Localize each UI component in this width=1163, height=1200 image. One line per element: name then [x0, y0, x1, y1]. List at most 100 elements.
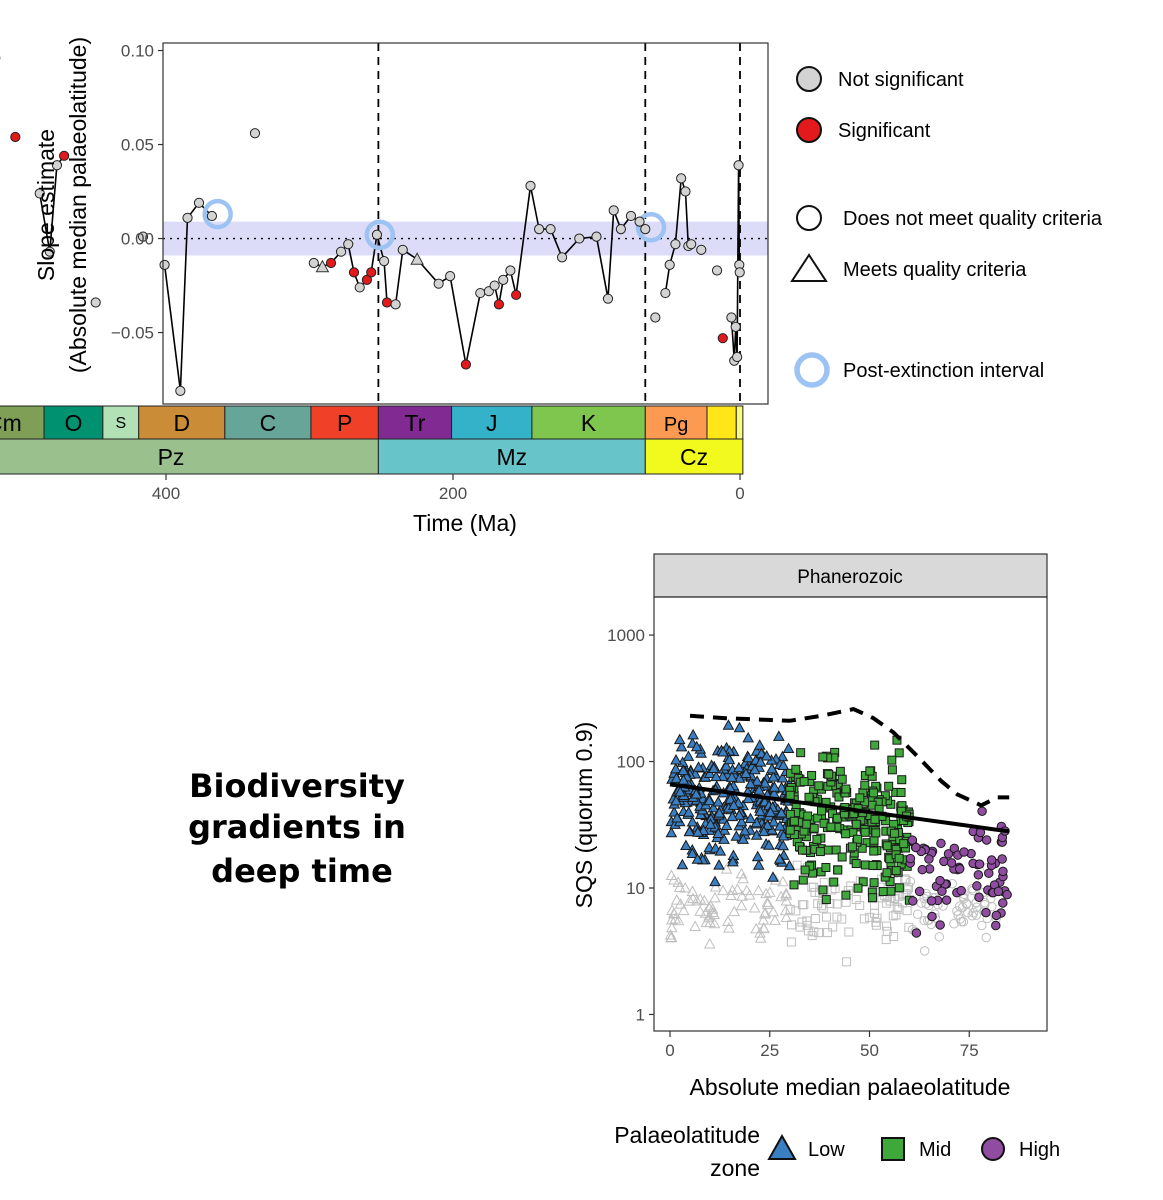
low-zone-point: [720, 819, 733, 831]
data-point: [137, 231, 149, 242]
grey-point: [828, 922, 838, 932]
grey-point: [872, 913, 882, 923]
mid-zone-point: [896, 788, 906, 798]
period-label: P: [337, 410, 352, 436]
x-axis-label: Absolute median palaeolatitude: [690, 1074, 1011, 1100]
low-zone-point: [772, 730, 785, 741]
mid-zone-point: [847, 842, 857, 852]
grey-point: [668, 873, 680, 885]
data-point: [726, 312, 737, 323]
low-zone-point: [670, 754, 682, 765]
data-point: [634, 216, 645, 227]
legend-symbol: [981, 1137, 1005, 1161]
low-zone-point: [727, 855, 739, 867]
grey-point: [728, 905, 741, 917]
grey-point: [683, 895, 696, 906]
low-zone-point: [676, 858, 689, 870]
mid-zone-point: [815, 847, 825, 857]
low-zone-point: [761, 819, 774, 830]
period-bar: Cm O S D C P Tr J K Pg: [0, 405, 744, 440]
mid-zone-point: [851, 859, 861, 869]
data-point: [505, 265, 516, 276]
era-bar: Pz Mz Cz: [0, 438, 744, 475]
low-zone-point: [724, 793, 737, 804]
y-ticks: 1 10 100 1000: [607, 626, 654, 1024]
grey-point: [881, 935, 891, 945]
mid-zone-point: [835, 766, 845, 776]
low-zone-point: [777, 759, 790, 770]
x-tick-label: 0: [665, 1041, 674, 1060]
grey-point: [737, 872, 749, 884]
low-zone-point: [675, 740, 688, 752]
low-zone-point: [720, 759, 733, 771]
low-zone-point: [707, 762, 720, 774]
y-axis-label-line2: (Absolute median palaeolatitude): [65, 37, 91, 373]
y-tick-label: 1000: [607, 626, 645, 645]
grey-point: [690, 895, 703, 906]
low-zone-point: [738, 824, 751, 836]
low-zone-point: [775, 806, 788, 818]
high-zone-point: [998, 898, 1008, 908]
grey-point: [859, 914, 869, 924]
strip-title: Phanerozoic: [797, 567, 903, 588]
low-zone-point: [733, 721, 746, 733]
data-point: [680, 186, 691, 197]
period-label: J: [486, 410, 498, 436]
high-zone-point: [924, 854, 934, 864]
data-point-significant: [348, 267, 360, 278]
period-block: [706, 405, 737, 440]
mid-zone-point: [799, 777, 809, 787]
y-tick-label: 0.05: [121, 136, 154, 155]
high-zone-point: [993, 886, 1004, 897]
mid-zone-point: [869, 846, 879, 856]
grey-point: [750, 922, 762, 934]
x-tick-label: 75: [960, 1041, 979, 1060]
mid-zone-point: [853, 883, 863, 893]
grey-point: [881, 921, 891, 931]
mid-zone-point: [831, 845, 841, 855]
y-tick-label: −0.05: [111, 324, 154, 343]
grey-point: [894, 891, 904, 901]
mid-zone-point: [814, 781, 824, 791]
post-extinction-ring: [635, 212, 667, 243]
mid-zone-point: [886, 886, 896, 896]
grey-point: [844, 927, 854, 937]
plot-frame: [653, 596, 1048, 1032]
grey-point: [769, 914, 781, 925]
grey-point: [665, 913, 678, 925]
zone-legend: Low Mid High: [767, 1133, 1060, 1161]
mid-zone-point: [851, 819, 861, 829]
data-point-significant: [493, 299, 505, 310]
legend-title-line1: Palaeolatitude: [614, 1122, 760, 1148]
period-label: K: [581, 410, 597, 436]
low-zone-point: [776, 750, 789, 762]
period-label: Tr: [405, 410, 426, 436]
grey-point: [892, 903, 902, 913]
low-zone-point: [760, 749, 773, 761]
low-zone-point: [782, 742, 795, 754]
data-point: [159, 259, 170, 270]
low-zone-point: [710, 770, 722, 782]
data-point: [433, 278, 444, 289]
grey-point: [797, 900, 807, 910]
high-zone-point: [959, 847, 969, 857]
grey-point: [971, 910, 982, 920]
grey-point: [779, 904, 792, 916]
low-zone-point: [690, 788, 703, 799]
mid-zone-point: [869, 835, 879, 845]
grey-point: [786, 937, 796, 947]
data-point: [51, 160, 63, 171]
data-point: [686, 239, 697, 250]
x-axis-label: Time (Ma): [413, 510, 517, 536]
low-zone-point: [767, 871, 779, 882]
low-zone-point: [670, 794, 682, 806]
grey-point: [810, 914, 820, 924]
high-zone-point: [991, 920, 1001, 931]
data-point: [732, 351, 743, 363]
low-zone-point: [767, 771, 780, 782]
data-point-significant: [325, 257, 337, 269]
high-zone-point: [935, 920, 945, 930]
high-zone-point: [956, 885, 966, 896]
grey-point: [694, 905, 706, 916]
